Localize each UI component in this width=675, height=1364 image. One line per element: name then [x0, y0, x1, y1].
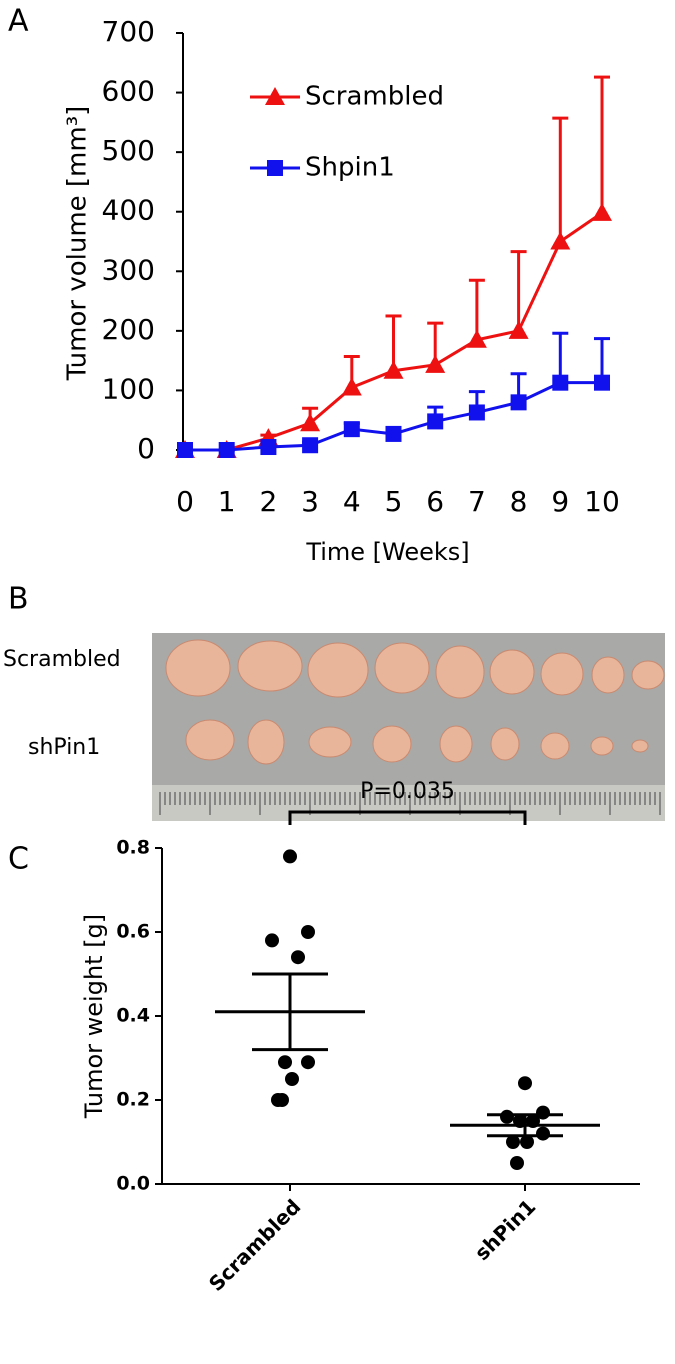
point	[265, 933, 279, 948]
marker	[341, 377, 362, 396]
y-tick-label: 0.0	[116, 1173, 150, 1195]
y-tick-label: 700	[102, 15, 155, 48]
point	[506, 1135, 520, 1149]
marker	[260, 439, 277, 456]
x-tick-label: 7	[468, 485, 486, 518]
x-tick-label: 5	[385, 485, 403, 518]
y-tick-label: 200	[102, 313, 155, 346]
marker	[427, 413, 444, 430]
marker	[425, 354, 446, 373]
x-tick-label: 6	[426, 485, 444, 518]
x-tick-label: 1	[218, 485, 236, 518]
significance-bracket	[288, 810, 527, 825]
legend-label: Scrambled	[305, 82, 444, 112]
y-tick-label: 0.8	[116, 837, 150, 859]
x-tick-label: Scrambled	[204, 1194, 305, 1295]
y-tick-label: 500	[102, 134, 155, 167]
marker	[343, 421, 360, 438]
y-tick-label: 0.6	[116, 921, 150, 943]
x-tick-label: 2	[259, 485, 277, 518]
point	[291, 950, 305, 965]
marker	[300, 413, 321, 432]
annotation: P=0.035	[360, 779, 455, 804]
marker	[468, 404, 485, 421]
y-tick-label: 100	[102, 372, 155, 405]
legend-marker	[265, 87, 285, 105]
point	[510, 1156, 524, 1170]
y-tick-label: 0.4	[116, 1005, 150, 1027]
y-tick-label: 300	[102, 253, 155, 286]
y-tick-label: 600	[102, 75, 155, 108]
y-axis-label: Tumor volume [mm³]	[63, 106, 93, 382]
point	[500, 1109, 514, 1124]
panel-label: B	[8, 582, 29, 617]
legend-marker	[267, 160, 283, 176]
row-label: Scrambled	[3, 647, 121, 672]
marker	[385, 425, 402, 442]
x-tick-label: 10	[584, 485, 620, 518]
marker	[594, 374, 610, 391]
y-tick-label: 0.2	[116, 1089, 150, 1111]
point	[301, 1055, 315, 1070]
x-tick-label: shPin1	[470, 1194, 541, 1265]
x-axis-label: Time [Weeks]	[305, 538, 469, 566]
x-tick-label: 8	[510, 485, 528, 518]
marker	[466, 329, 487, 348]
marker	[550, 231, 571, 250]
panel-label: A	[8, 4, 29, 39]
x-tick-label: 9	[551, 485, 569, 518]
x-tick-label: 0	[176, 485, 194, 518]
point	[285, 1072, 299, 1086]
legend-label: Shpin1	[305, 153, 395, 183]
marker	[510, 394, 527, 411]
point	[518, 1076, 532, 1091]
marker	[302, 437, 319, 454]
y-tick-label: 0	[137, 432, 155, 465]
point	[301, 925, 315, 939]
marker	[177, 442, 193, 458]
marker	[592, 202, 612, 221]
point	[283, 849, 297, 864]
point	[278, 1055, 292, 1070]
x-tick-label: 3	[301, 485, 319, 518]
point	[520, 1135, 534, 1149]
marker	[552, 374, 569, 391]
marker	[383, 360, 404, 379]
point	[536, 1126, 550, 1141]
y-axis-label: Tumor weight [g]	[80, 914, 108, 1119]
marker	[508, 320, 529, 339]
panel-label: C	[8, 842, 29, 877]
point	[275, 1093, 289, 1107]
tumor-photo	[152, 633, 665, 821]
y-tick-label: 400	[102, 194, 155, 227]
marker	[218, 442, 235, 458]
x-tick-label: 4	[343, 485, 361, 518]
row-label: shPin1	[28, 735, 100, 760]
